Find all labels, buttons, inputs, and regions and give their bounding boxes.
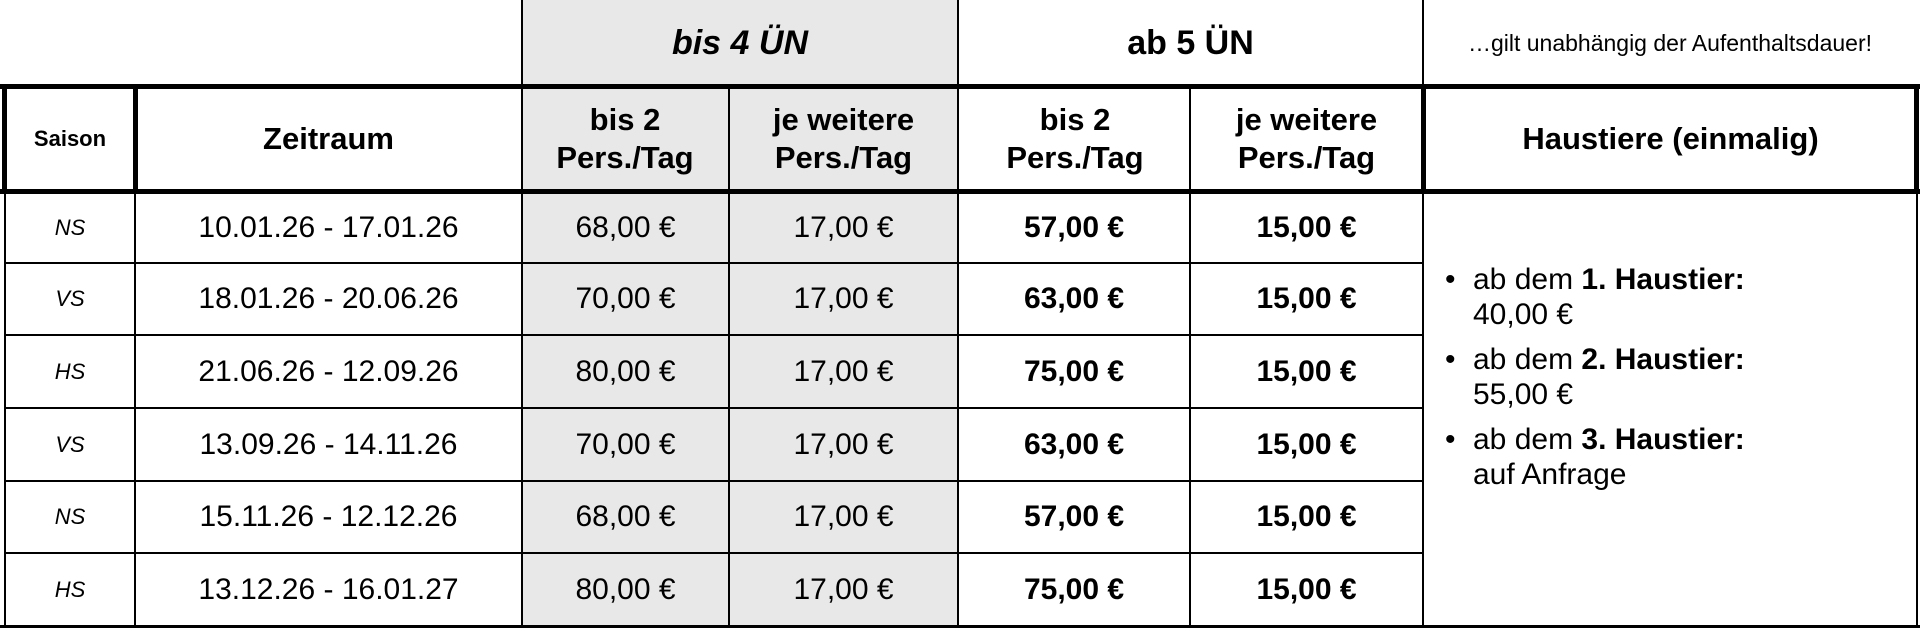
cell-season: HS [54,358,86,384]
cell-short-extra: 17,00 € [793,500,894,533]
divider [1189,86,1191,627]
divider [134,192,136,627]
col-header-short-extra: je weitere Pers./Tag [772,102,915,175]
cell-short-base: 68,00 € [575,210,676,244]
cell-short-extra: 17,00 € [793,282,894,315]
cell-period: 18.01.26 - 20.06.26 [198,282,459,315]
cell-short-extra: 17,00 € [793,210,894,244]
divider [0,189,1920,194]
divider [957,0,959,86]
cell-short-base: 80,00 € [575,572,676,606]
cell-long-extra: 15,00 € [1256,572,1357,606]
divider [0,84,1920,89]
cell-short-base: 80,00 € [575,354,676,388]
pet-item: ab dem 1. Haustier:40,00 € [1445,262,1745,332]
divider [1421,86,1426,192]
col-header-long-extra: je weitere Pers./Tag [1235,102,1378,175]
divider [521,86,523,627]
cell-season: VS [55,286,85,311]
cell-short-base: 68,00 € [575,500,676,533]
divider [957,86,959,627]
cell-long-base: 63,00 € [1023,427,1125,461]
divider [0,625,1920,628]
divider [4,192,6,627]
cell-long-extra: 15,00 € [1256,427,1357,461]
pet-item: ab dem 2. Haustier:55,00 € [1445,342,1745,412]
divider [1422,192,1424,627]
cell-period: 13.12.26 - 16.01.27 [198,572,459,606]
col-header-short-base: bis 2 Pers./Tag [556,102,694,175]
cell-short-extra: 17,00 € [793,354,894,388]
cell-season: NS [54,504,86,529]
long-stay-header: ab 5 ÜN [1127,24,1254,62]
pet-price-list: ab dem 1. Haustier:40,00 € ab dem 2. Hau… [1445,262,1745,502]
divider [2,86,7,192]
cell-season: HS [54,576,86,602]
divider [1914,86,1919,192]
cell-long-base: 75,00 € [1023,572,1125,606]
col-header-period: Zeitraum [263,121,394,156]
cell-short-base: 70,00 € [575,282,676,315]
cell-period: 10.01.26 - 17.01.26 [198,210,459,244]
pet-prefix: ab dem [1473,343,1582,376]
cell-long-extra: 15,00 € [1256,500,1357,533]
col-header-pets: Haustiere (einmalig) [1522,121,1819,156]
cell-long-base: 57,00 € [1023,210,1125,244]
cell-long-base: 57,00 € [1023,500,1125,533]
pet-label: 2. Haustier: [1581,343,1745,376]
pet-prefix: ab dem [1473,263,1582,296]
cell-season: VS [55,431,85,457]
cell-period: 21.06.26 - 12.09.26 [198,354,459,388]
divider [521,0,523,86]
pet-label: 3. Haustier: [1581,423,1745,456]
pet-item: ab dem 3. Haustier:auf Anfrage [1445,422,1745,492]
row-divider [5,407,1423,409]
pets-note: …gilt unabhängig der Aufenthaltsdauer! [1467,30,1873,56]
cell-short-extra: 17,00 € [793,427,894,461]
divider [133,86,138,192]
cell-long-extra: 15,00 € [1256,282,1357,315]
row-divider [5,552,1423,554]
col-header-season: Saison [33,126,107,151]
cell-long-extra: 15,00 € [1256,354,1357,388]
short-stay-header: bis 4 ÜN [671,24,809,62]
row-divider [5,262,1423,264]
cell-short-extra: 17,00 € [793,572,894,606]
cell-short-base: 70,00 € [575,427,676,461]
divider [1422,0,1424,86]
cell-long-extra: 15,00 € [1256,210,1357,244]
short-stay-shading [522,0,958,627]
pet-price: auf Anfrage [1473,458,1627,491]
cell-long-base: 75,00 € [1023,354,1125,388]
cell-long-base: 63,00 € [1023,282,1125,315]
pet-prefix: ab dem [1473,423,1582,456]
cell-season: NS [54,214,86,240]
divider [1916,192,1918,627]
cell-period: 13.09.26 - 14.11.26 [199,427,458,461]
pet-label: 1. Haustier: [1581,263,1745,296]
divider [728,86,730,627]
cell-period: 15.11.26 - 12.12.26 [199,500,458,533]
pet-price: 40,00 € [1473,298,1574,331]
pet-price: 55,00 € [1473,378,1574,411]
col-header-long-base: bis 2 Pers./Tag [1006,102,1144,175]
row-divider [5,480,1423,482]
row-divider [5,334,1423,336]
